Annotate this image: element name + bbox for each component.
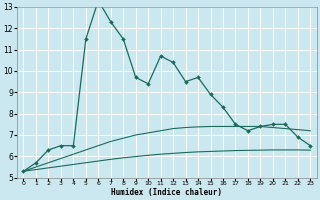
X-axis label: Humidex (Indice chaleur): Humidex (Indice chaleur) (111, 188, 222, 197)
